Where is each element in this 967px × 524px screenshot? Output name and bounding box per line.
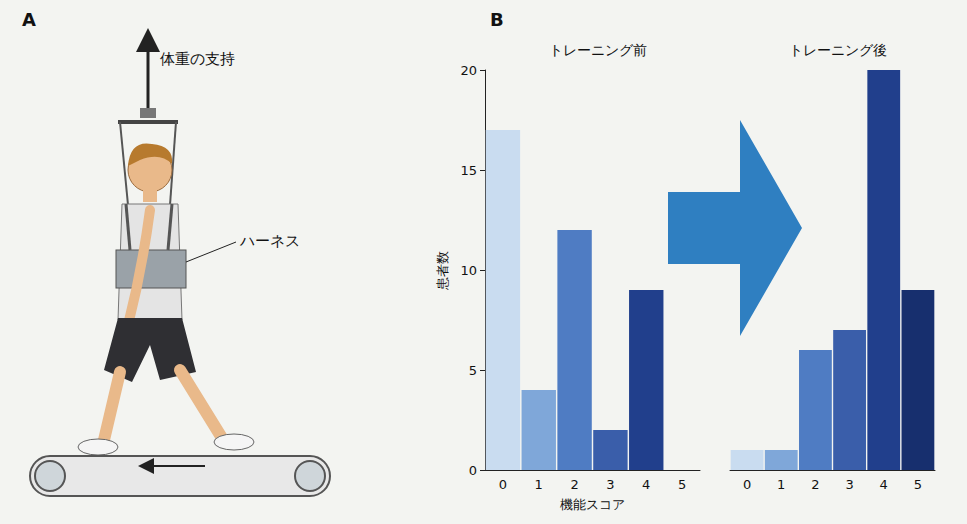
- svg-text:B: B: [490, 9, 504, 30]
- svg-text:5: 5: [914, 477, 922, 492]
- svg-text:3: 3: [845, 477, 853, 492]
- svg-text:2: 2: [811, 477, 819, 492]
- svg-text:2: 2: [570, 477, 578, 492]
- svg-text:0: 0: [469, 463, 477, 478]
- svg-text:ハーネス: ハーネス: [239, 232, 300, 250]
- svg-text:5: 5: [469, 363, 477, 378]
- svg-text:0: 0: [743, 477, 751, 492]
- svg-text:5: 5: [678, 477, 686, 492]
- svg-text:10: 10: [460, 263, 477, 278]
- svg-text:トレーニング前: トレーニング前: [549, 42, 647, 58]
- svg-text:3: 3: [606, 477, 614, 492]
- svg-text:機能スコア: 機能スコア: [560, 497, 625, 512]
- svg-text:トレーニング後: トレーニング後: [789, 42, 887, 58]
- svg-text:20: 20: [460, 63, 477, 78]
- svg-text:0: 0: [499, 477, 507, 492]
- svg-text:A: A: [22, 9, 36, 30]
- svg-text:1: 1: [535, 477, 543, 492]
- svg-text:4: 4: [642, 477, 650, 492]
- svg-text:患者数: 患者数: [435, 251, 450, 291]
- svg-text:4: 4: [880, 477, 888, 492]
- svg-text:体重の支持: 体重の支持: [160, 50, 235, 68]
- svg-text:1: 1: [777, 477, 785, 492]
- svg-text:15: 15: [460, 163, 477, 178]
